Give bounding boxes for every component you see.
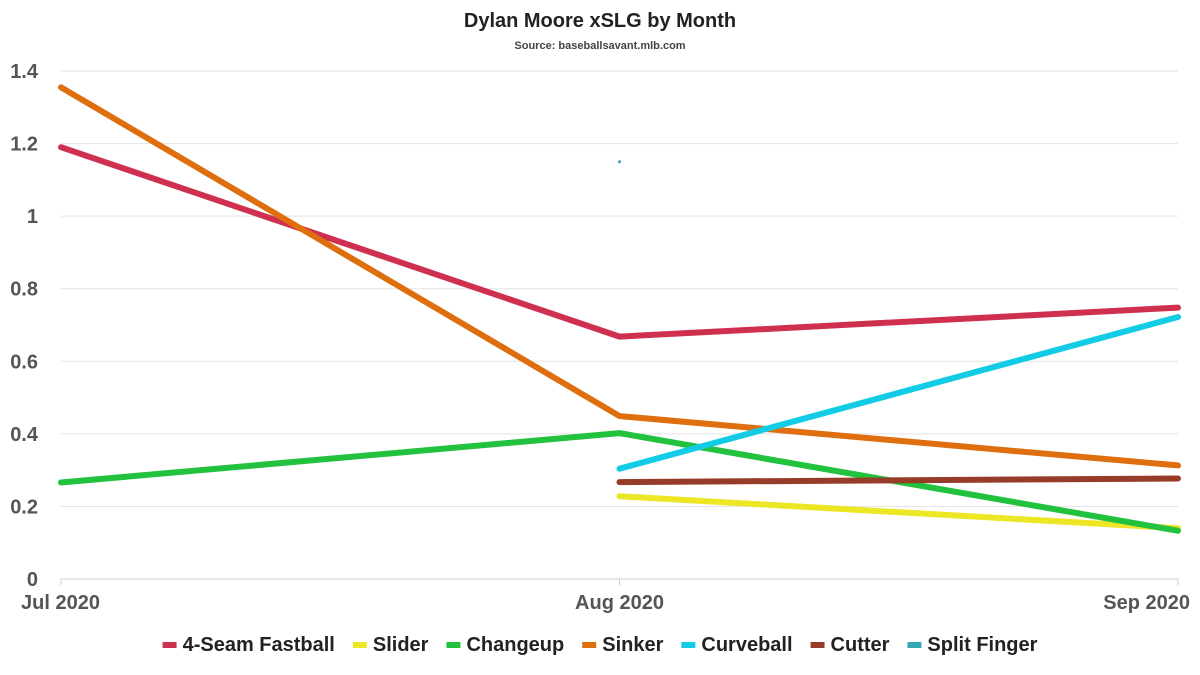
legend-label: Sinker: [602, 634, 663, 656]
y-tick-label: 0.4: [10, 424, 39, 446]
legend-label: Changeup: [466, 634, 564, 656]
y-tick-label: 1.4: [10, 61, 39, 83]
y-tick-label: 0.8: [10, 279, 38, 301]
series-line-cutter: [616, 475, 1181, 486]
series-lines: [58, 84, 1181, 534]
legend-item[interactable]: 4-Seam Fastball: [162, 634, 335, 656]
legend-label: Slider: [373, 634, 429, 656]
data-point-split-finger: [618, 160, 621, 164]
legend-item[interactable]: Sinker: [582, 634, 664, 656]
series-line-slider: [616, 493, 1181, 532]
legend-item[interactable]: Split Finger: [907, 634, 1038, 656]
y-axis-ticks: 0 0.2 0.4 0.6 0.8 1 1.2 1.4: [10, 61, 39, 591]
series-line-curveball: [616, 314, 1181, 472]
legend-item[interactable]: Curveball: [681, 634, 793, 656]
x-tick-label: Jul 2020: [21, 592, 100, 614]
legend-item[interactable]: Slider: [352, 634, 429, 656]
x-tick-label: Aug 2020: [575, 592, 664, 614]
y-tick-label: 0.6: [10, 351, 38, 373]
series-line-changeup: [58, 430, 1181, 534]
y-tick-label: 0: [27, 569, 38, 591]
x-tick-label: Sep 2020: [1103, 592, 1190, 614]
y-tick-label: 1.2: [10, 134, 38, 156]
legend-label: Split Finger: [927, 634, 1037, 656]
series-line-4-seam-fastball: [58, 144, 1181, 340]
x-axis-ticks: Jul 2020 Aug 2020 Sep 2020: [21, 579, 1190, 614]
legend-label: Cutter: [831, 634, 890, 656]
legend-label: Curveball: [701, 634, 792, 656]
chart-subtitle: Source: baseballsavant.mlb.com: [514, 40, 685, 52]
legend: 4-Seam Fastball Slider Changeup Sinker Curve…: [162, 634, 1038, 656]
legend-item[interactable]: Changeup: [446, 634, 564, 656]
y-tick-label: 1: [27, 206, 38, 228]
series-line-sinker: [58, 84, 1181, 469]
chart-title: Dylan Moore xSLG by Month: [464, 10, 736, 32]
y-tick-label: 0.2: [10, 496, 38, 518]
legend-item[interactable]: Cutter: [810, 634, 890, 656]
legend-label: 4-Seam Fastball: [183, 634, 335, 656]
